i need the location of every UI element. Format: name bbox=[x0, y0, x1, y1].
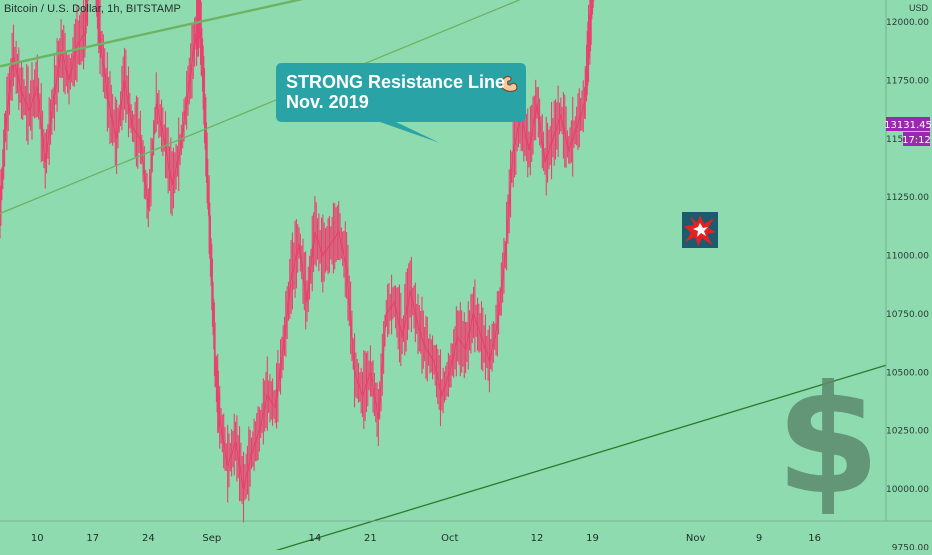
dollar-sign-decoration: $ bbox=[776, 354, 880, 528]
y-tick-label: 10500.00 bbox=[886, 368, 929, 378]
drawings-layer bbox=[0, 0, 887, 555]
price-axis[interactable]: 9750.00 10000.00 10250.00 10500.00 10750.00 1… bbox=[885, 0, 932, 553]
trend-line-upper-support bbox=[0, 0, 304, 68]
x-tick-label: 10 bbox=[31, 533, 44, 544]
x-tick-label: 21 bbox=[364, 533, 377, 544]
y-tick-label: 10000.00 bbox=[886, 485, 929, 495]
trend-line-lower-trend bbox=[0, 0, 521, 215]
x-tick-label: 24 bbox=[142, 533, 155, 544]
y-tick-label: 10250.00 bbox=[886, 427, 929, 437]
y-tick-label: 9750.00 bbox=[892, 543, 929, 550]
x-tick-label: 16 bbox=[808, 533, 821, 544]
price-line bbox=[0, 0, 594, 490]
x-tick-label: Nov bbox=[686, 533, 706, 544]
last-price-badge: 13131.45 bbox=[884, 117, 932, 131]
x-tick-label: Sep bbox=[202, 533, 221, 544]
flexed-biceps-icon bbox=[500, 76, 518, 92]
y-tick-label: 10750.00 bbox=[886, 310, 929, 320]
x-tick-label: 14 bbox=[309, 533, 322, 544]
y-tick-label: 11000.00 bbox=[886, 252, 929, 262]
y-tick-label: 11250.00 bbox=[886, 193, 929, 203]
x-tick-label: 17 bbox=[86, 533, 99, 544]
y-tick-label: 12000.00 bbox=[886, 18, 929, 28]
x-tick-label: Oct bbox=[441, 533, 458, 544]
x-tick-label: 9 bbox=[756, 533, 762, 544]
countdown-badge: 17:12 bbox=[902, 132, 931, 146]
x-tick-label: 12 bbox=[531, 533, 544, 544]
collision-icon bbox=[682, 212, 718, 248]
trend-line-bottom-channel bbox=[263, 364, 887, 555]
currency-label: USD bbox=[908, 3, 928, 13]
callout-line-1: STRONG Resistance Line bbox=[286, 72, 506, 92]
time-axis[interactable]: 10 17 24 Sep 14 21 Oct 12 19 Nov 9 16 bbox=[0, 520, 932, 544]
symbol-title: Bitcoin / U.S. Dollar, 1h, BITSTAMP bbox=[4, 3, 181, 15]
countdown-value: 17:12 bbox=[902, 135, 931, 146]
callout-box[interactable] bbox=[276, 63, 526, 143]
callout-line-2: Nov. 2019 bbox=[286, 92, 369, 112]
price-axis-bg bbox=[886, 0, 932, 550]
y-tick-label: 11750.00 bbox=[886, 76, 929, 86]
x-tick-label: 19 bbox=[586, 533, 599, 544]
last-price-value: 13131.45 bbox=[884, 120, 932, 131]
callout-text: STRONG Resistance Line Nov. 2019 bbox=[286, 72, 505, 112]
